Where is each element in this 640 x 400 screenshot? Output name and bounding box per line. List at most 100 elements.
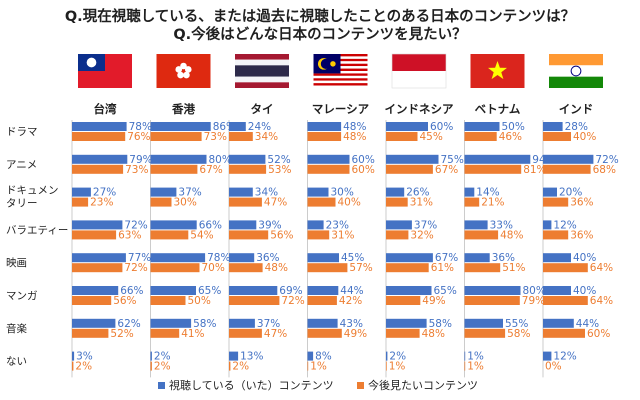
data-label-watched: 60% bbox=[352, 154, 375, 166]
data-label-watched: 44% bbox=[340, 285, 363, 297]
data-label-watched: 37% bbox=[257, 318, 280, 330]
data-label-want: 48% bbox=[343, 131, 366, 143]
data-label-want: 50% bbox=[188, 295, 211, 307]
data-label-want: 21% bbox=[481, 197, 504, 209]
country-label: インド bbox=[559, 102, 594, 116]
bar-watched bbox=[464, 154, 531, 164]
data-label-watched: 13% bbox=[240, 351, 263, 363]
data-label-watched: 44% bbox=[576, 318, 599, 330]
data-label-want: 53% bbox=[268, 164, 291, 176]
data-label-want: 46% bbox=[499, 131, 522, 143]
bar-want bbox=[150, 164, 198, 174]
bar-want bbox=[229, 197, 262, 207]
bar-watched bbox=[464, 122, 500, 131]
bar-want bbox=[307, 263, 348, 273]
bar-watched bbox=[464, 220, 488, 230]
bar-want bbox=[386, 132, 418, 141]
data-label-watched: 36% bbox=[492, 252, 515, 264]
data-label-watched: 14% bbox=[476, 187, 499, 199]
data-label-watched: 23% bbox=[326, 219, 349, 231]
data-label-watched: 58% bbox=[429, 318, 452, 330]
bar-want bbox=[543, 263, 588, 273]
data-label-watched: 80% bbox=[523, 285, 546, 297]
bar-want bbox=[72, 263, 123, 273]
data-label-want: 56% bbox=[270, 229, 293, 241]
data-label-watched: 79% bbox=[129, 154, 152, 166]
bar-want bbox=[543, 296, 588, 305]
bar-watched bbox=[150, 318, 192, 328]
bar-watched bbox=[464, 187, 475, 197]
bar-watched bbox=[543, 318, 574, 328]
bar-want bbox=[543, 164, 591, 174]
data-label-want: 48% bbox=[500, 229, 523, 241]
data-label-want: 48% bbox=[422, 328, 445, 340]
bar-want bbox=[464, 132, 497, 141]
data-label-watched: 12% bbox=[553, 219, 576, 231]
data-label-watched: 27% bbox=[93, 187, 116, 199]
category-label: ない bbox=[6, 356, 27, 368]
data-label-want: 0% bbox=[545, 361, 562, 373]
data-label-want: 63% bbox=[118, 229, 141, 241]
data-label-watched: 45% bbox=[341, 252, 364, 264]
data-label-want: 42% bbox=[339, 295, 362, 307]
data-label-want: 1% bbox=[467, 361, 484, 373]
bar-watched bbox=[229, 286, 278, 295]
data-label-want: 58% bbox=[507, 328, 530, 340]
data-label-want: 31% bbox=[331, 229, 354, 241]
bar-want bbox=[386, 263, 429, 273]
category-label: タリー bbox=[6, 198, 38, 210]
data-label-want: 32% bbox=[410, 229, 433, 241]
data-label-watched: 67% bbox=[435, 252, 458, 264]
bar-want bbox=[386, 197, 408, 207]
bar-watched bbox=[150, 187, 177, 197]
data-label-want: 64% bbox=[590, 262, 613, 274]
hong-kong-flag bbox=[156, 54, 211, 88]
data-label-want: 72% bbox=[124, 262, 147, 274]
bar-want bbox=[307, 132, 342, 141]
bar-watched bbox=[72, 187, 91, 197]
data-label-watched: 37% bbox=[414, 219, 437, 231]
legend-swatch-want bbox=[357, 381, 364, 389]
bar-watched bbox=[543, 154, 594, 164]
legend-label-watched: 視聴している（いた）コンテンツ bbox=[169, 379, 334, 392]
bar-want bbox=[386, 296, 421, 305]
data-label-want: 57% bbox=[349, 262, 372, 274]
category-label: バラエティー bbox=[6, 224, 68, 236]
data-label-want: 23% bbox=[90, 197, 113, 209]
bar-watched bbox=[229, 220, 257, 230]
data-label-watched: 30% bbox=[331, 187, 354, 199]
india-flag bbox=[549, 54, 603, 88]
data-label-want: 40% bbox=[573, 131, 596, 143]
bar-want bbox=[150, 132, 202, 141]
bar-want bbox=[72, 197, 89, 207]
data-label-want: 31% bbox=[410, 197, 433, 209]
data-label-want: 49% bbox=[422, 295, 445, 307]
data-label-watched: 40% bbox=[573, 252, 596, 264]
data-label-want: 64% bbox=[590, 295, 613, 307]
data-label-want: 60% bbox=[587, 328, 610, 340]
country-label: インドネシア bbox=[385, 102, 454, 116]
bar-watched bbox=[72, 154, 128, 164]
bar-watched bbox=[72, 253, 126, 263]
data-label-watched: 28% bbox=[565, 121, 588, 133]
country-label: 台湾 bbox=[94, 102, 117, 116]
country-label: 香港 bbox=[171, 102, 195, 116]
bar-want bbox=[72, 230, 117, 240]
bar-watched bbox=[72, 318, 116, 328]
data-label-watched: 24% bbox=[248, 121, 271, 133]
bar-watched bbox=[386, 154, 439, 164]
data-label-want: 56% bbox=[113, 295, 136, 307]
bar-want bbox=[307, 296, 337, 305]
data-label-watched: 75% bbox=[441, 154, 464, 166]
legend-label-want: 今後見たいコンテンツ bbox=[368, 379, 478, 392]
bar-want bbox=[464, 230, 499, 240]
category-label: マンガ bbox=[6, 290, 38, 302]
data-label-watched: 62% bbox=[117, 318, 140, 330]
data-label-want: 73% bbox=[204, 131, 227, 143]
bar-want bbox=[386, 328, 420, 338]
bar-want bbox=[386, 230, 409, 240]
country-label: ベトナム bbox=[475, 102, 521, 116]
bar-want bbox=[543, 230, 569, 240]
bar-watched bbox=[150, 351, 152, 361]
bar-want bbox=[150, 230, 189, 240]
